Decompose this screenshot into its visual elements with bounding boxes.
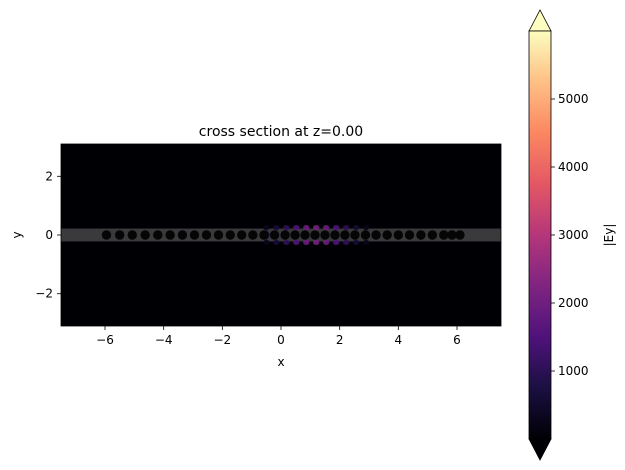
hole [455,230,465,240]
x-tick-label: −6 [96,333,114,347]
field-lobe [263,239,270,246]
hole [201,230,212,240]
field-lobe [362,224,370,231]
field-lobe [332,224,340,231]
field-lobe [273,224,280,231]
hole [393,230,404,240]
field-lobe [283,224,290,231]
colorbar-extend-top [528,9,552,32]
y-tick-label: 2 [45,169,53,183]
hole [310,230,320,240]
field-lobe [332,239,340,246]
colorbar-tick-label: 4000 [558,160,589,174]
field-lobe [352,224,360,231]
colorbar-ticks: 1000 2000 3000 4000 5000 [551,92,589,378]
colorbar-label: |Ey| [602,224,616,247]
x-axis-label: x [277,355,284,369]
hole [177,230,188,240]
y-axis-ticks: −2 0 2 [35,169,61,301]
hole [404,230,415,240]
hole [225,230,235,240]
hole [237,230,247,240]
hole [439,230,449,240]
field-lobe [322,239,330,246]
field-lobe [342,224,350,231]
x-tick-label: −4 [155,333,173,347]
hole [114,230,125,240]
colorbar-tick-label: 1000 [558,364,589,378]
colorbar-extend-bottom [528,438,552,461]
colorbar-tick-label: 2000 [558,296,589,310]
photonic-holes [101,230,465,240]
hole [189,230,200,240]
field-lobe [303,239,310,246]
y-tick-label: −2 [35,287,53,301]
hole [427,230,438,240]
field-lobe [303,224,310,231]
hole [213,230,224,240]
field-lobe [283,239,290,246]
x-tick-label: 2 [336,333,344,347]
hole [101,230,112,240]
colorbar-tick-label: 5000 [558,92,589,106]
x-tick-label: 0 [277,333,285,347]
hole [330,230,340,240]
hole [350,230,360,240]
chart-title: cross section at z=0.00 [199,124,363,140]
hole [360,230,371,240]
field-lobe [322,224,330,231]
field-lobe [362,239,370,246]
x-axis-ticks: −6 −4 −2 0 2 4 6 [96,326,461,347]
colorbar-gradient [528,30,552,440]
heatmap-area [61,144,501,326]
hole [280,230,290,240]
x-tick-label: −2 [213,333,231,347]
y-axis-label: y [10,231,24,238]
colorbar-tick-label: 3000 [558,228,589,242]
field-lobe [263,224,270,231]
field-lobe [342,239,350,246]
hole [153,230,163,240]
hole [340,230,350,240]
field-lobe [313,239,320,246]
hole [382,230,392,240]
hole [290,230,300,240]
hole [269,230,280,240]
field-lobe [313,224,320,231]
x-tick-label: 4 [395,333,403,347]
hole [416,230,426,240]
x-tick-label: 6 [453,333,461,347]
hole [127,230,137,240]
hole [320,230,330,240]
field-lobe [352,239,360,246]
hole [259,230,269,240]
field-lobe [293,239,300,246]
hole [300,230,310,240]
hole [248,230,258,240]
hole [140,230,150,240]
hole [165,230,175,240]
field-lobe [273,239,280,246]
colorbar: 1000 2000 3000 4000 5000 |Ey| [528,9,616,461]
hole [371,230,381,240]
field-lobe [293,224,300,231]
hole [447,230,457,240]
y-tick-label: 0 [45,228,53,242]
